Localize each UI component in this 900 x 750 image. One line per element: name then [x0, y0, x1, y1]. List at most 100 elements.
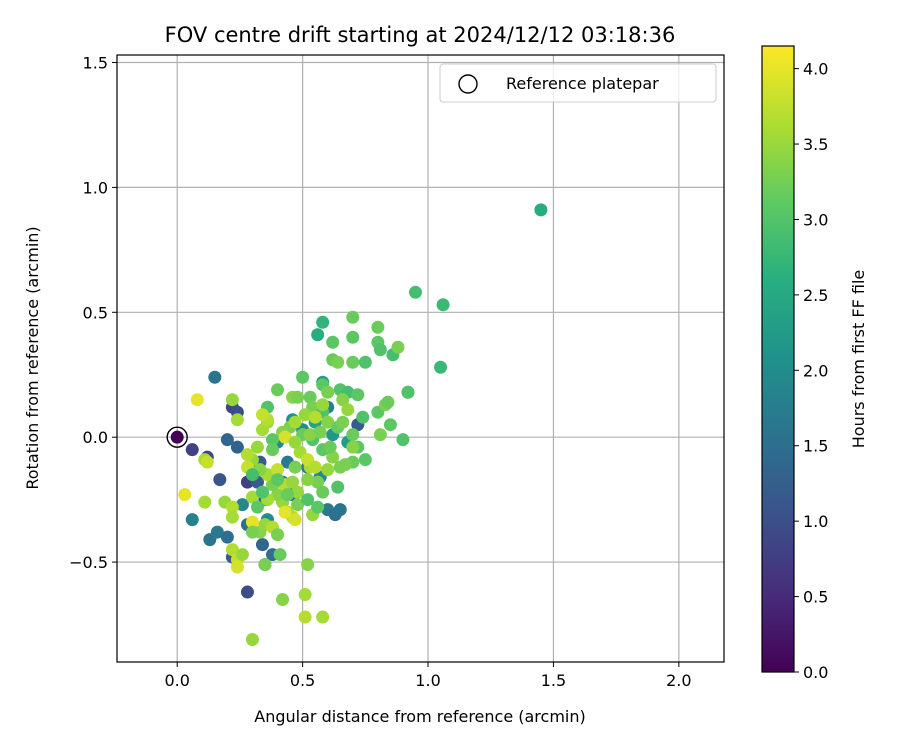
grid-lines — [117, 55, 724, 662]
data-point — [313, 425, 327, 439]
data-point — [298, 408, 312, 422]
data-point — [278, 505, 292, 519]
colorbar-tick-label: 1.0 — [803, 512, 828, 531]
data-point — [358, 453, 372, 467]
data-point — [346, 428, 360, 442]
data-point — [235, 548, 249, 562]
data-point — [170, 430, 184, 444]
data-point — [245, 490, 259, 504]
data-point — [291, 498, 305, 512]
data-point — [230, 413, 244, 427]
colorbar-tick-label: 2.5 — [803, 286, 828, 305]
data-point — [346, 330, 360, 344]
data-point — [240, 448, 254, 462]
y-tick-label: 0.5 — [83, 303, 108, 322]
data-point — [323, 440, 337, 454]
reference-platepar-circle — [166, 426, 188, 448]
y-tick-label: 0.0 — [83, 428, 108, 447]
data-point — [436, 298, 450, 312]
data-point — [298, 610, 312, 624]
data-point — [321, 463, 335, 477]
colorbar-tick-label: 0.0 — [803, 663, 828, 682]
x-axis-ticks: 0.0 0.5 1.0 1.5 2.0 — [164, 662, 692, 690]
data-point — [331, 480, 345, 494]
data-point — [278, 430, 292, 444]
data-point — [225, 393, 239, 407]
data-point — [208, 370, 222, 384]
data-point — [271, 488, 285, 502]
data-point — [358, 355, 372, 369]
x-tick-label: 0.5 — [290, 671, 315, 690]
data-point — [266, 433, 280, 447]
data-point — [303, 390, 317, 404]
legend-open-circle-icon — [458, 74, 478, 94]
data-point — [291, 390, 305, 404]
data-point — [321, 415, 335, 429]
y-tick-label: −0.5 — [69, 553, 108, 572]
data-point — [200, 455, 214, 469]
colorbar-tick-label: 3.0 — [803, 210, 828, 229]
data-point — [336, 415, 350, 429]
data-point — [230, 440, 244, 454]
data-point — [346, 310, 360, 324]
data-point — [333, 460, 347, 474]
data-point — [230, 560, 244, 574]
data-point — [245, 525, 259, 539]
data-point — [273, 548, 287, 562]
data-point — [271, 383, 285, 397]
colorbar-tick-label: 4.0 — [803, 60, 828, 79]
data-point — [316, 610, 330, 624]
data-point — [258, 558, 272, 572]
data-point — [266, 443, 280, 457]
data-point — [178, 488, 192, 502]
data-point — [333, 503, 347, 517]
data-point — [250, 440, 264, 454]
data-point — [316, 398, 330, 412]
data-points — [170, 203, 548, 647]
colorbar: 0.0 0.5 1.0 1.5 2.0 2.5 3.0 3.5 4.0 Hours from f… — [761, 45, 868, 682]
chart-title: FOV centre drift starting at 2024/12/12 … — [165, 23, 676, 47]
data-point — [271, 463, 285, 477]
data-point — [346, 355, 360, 369]
x-tick-label: 1.0 — [415, 671, 440, 690]
data-point — [311, 328, 325, 342]
data-point — [296, 370, 310, 384]
y-tick-label: 1.5 — [83, 53, 108, 72]
colorbar-gradient — [762, 46, 794, 672]
data-point — [255, 423, 269, 437]
data-point — [225, 500, 239, 514]
data-point — [381, 395, 395, 409]
data-point — [341, 403, 355, 417]
data-point — [225, 543, 239, 557]
x-tick-label: 1.5 — [541, 671, 566, 690]
data-point — [298, 588, 312, 602]
colorbar-tick-label: 2.0 — [803, 361, 828, 380]
colorbar-tick-label: 3.5 — [803, 135, 828, 154]
data-point — [288, 415, 302, 429]
colorbar-tick-label: 1.5 — [803, 437, 828, 456]
data-point — [336, 393, 350, 407]
data-point — [240, 585, 254, 599]
data-point — [190, 393, 204, 407]
data-point — [271, 528, 285, 542]
data-point — [408, 285, 422, 299]
data-point — [245, 468, 259, 482]
data-point — [245, 515, 259, 529]
legend: Reference platepar — [439, 63, 717, 103]
data-point — [303, 428, 317, 442]
data-point — [210, 525, 224, 539]
data-point — [301, 473, 315, 487]
data-point — [276, 593, 290, 607]
data-point — [185, 513, 199, 527]
data-point — [351, 388, 365, 402]
data-point — [326, 450, 340, 464]
data-point — [316, 315, 330, 329]
data-point — [301, 493, 315, 507]
data-point — [281, 488, 295, 502]
data-point — [321, 385, 335, 399]
data-point — [308, 410, 322, 424]
y-axis-label: Rotation from reference (arcmin) — [23, 226, 42, 489]
data-point — [235, 498, 249, 512]
data-point — [311, 475, 325, 489]
